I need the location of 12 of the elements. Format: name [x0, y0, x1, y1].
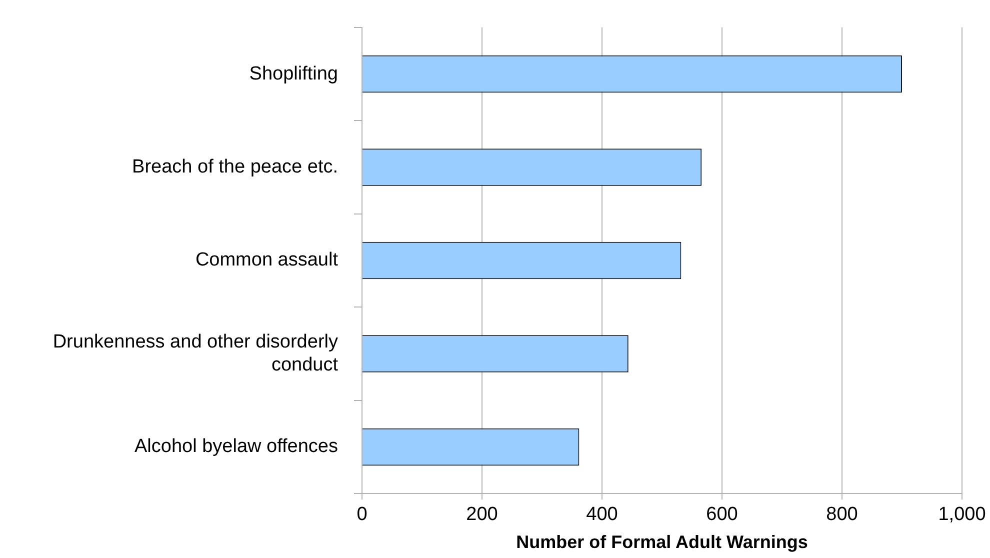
y-tick-label: Alcohol byelaw offences [134, 436, 338, 458]
x-tick-label: 200 [466, 504, 498, 526]
x-tick-label: 800 [826, 504, 858, 526]
y-tick-label: Common assault [195, 250, 339, 271]
x-tick-label: 600 [706, 504, 738, 526]
x-tick-label: 1,000 [938, 504, 986, 526]
y-tick-label: Shoplifting [249, 63, 338, 84]
x-tick-label: 0 [356, 504, 368, 526]
y-tick-label: Breach of the peace etc. [132, 156, 338, 178]
y-tick-label: Drunkenness and other disorderly conduct [52, 332, 339, 376]
x-tick-label: 400 [586, 504, 618, 526]
x-axis-title: Number of Formal Adult Warnings [516, 532, 808, 552]
